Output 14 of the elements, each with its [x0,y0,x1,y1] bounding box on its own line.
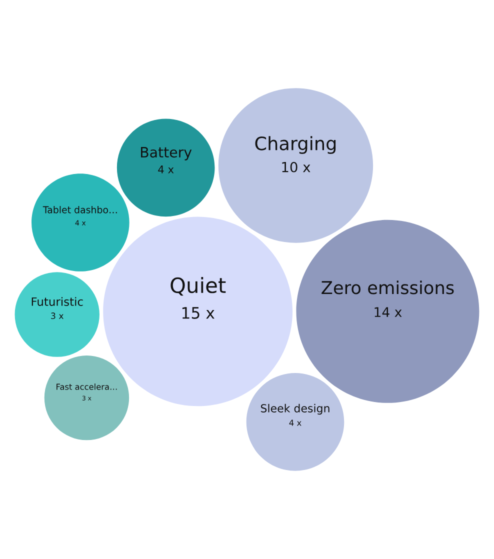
category-label: Quiet [170,276,226,296]
category-label: Zero emissions [322,280,454,294]
data-label: 14 x [374,307,402,317]
category-label: Sleek design [260,404,330,415]
data-label: 15 x [182,307,214,319]
category-label: Futuristic [32,297,83,306]
data-label: 3 x [51,312,64,320]
data-label: 4 x [158,166,174,174]
category-label: Charging [255,136,336,154]
category-label: Battery [141,147,192,160]
data-label: 4 x [289,420,302,426]
category-label: Fast accelera… [56,384,117,390]
category-label: Tablet dashbo… [42,206,117,214]
data-label: 10 x [282,162,310,172]
